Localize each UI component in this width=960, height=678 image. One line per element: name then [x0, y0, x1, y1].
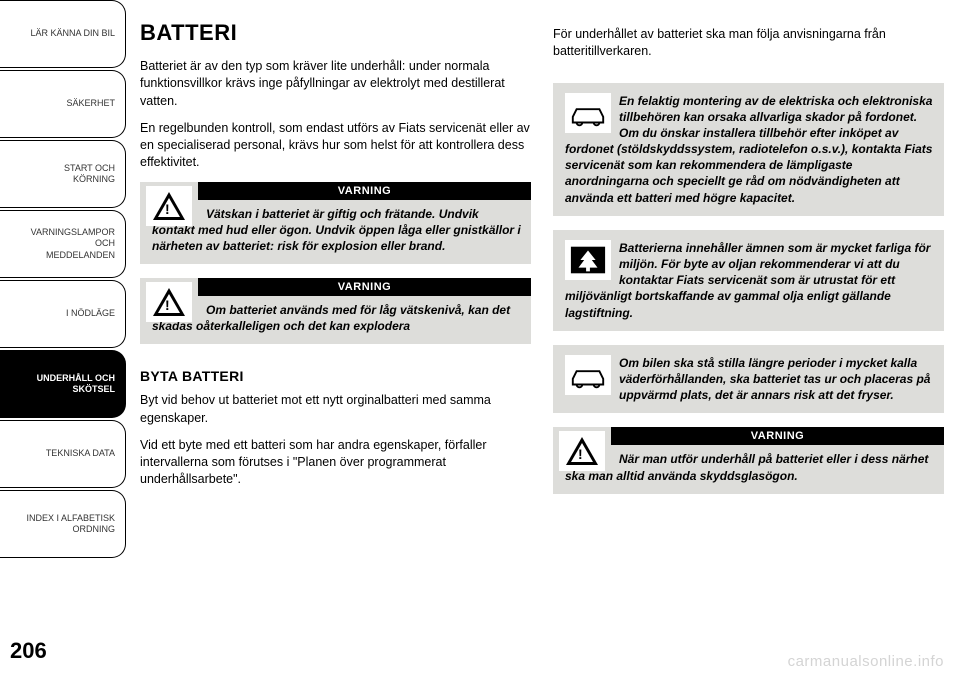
tab-label: SÄKERHET	[66, 98, 115, 109]
page-number: 206	[10, 638, 47, 664]
warning-box: ! VARNING Om batteriet används med för l…	[140, 278, 531, 344]
tab-label: VARNINGSLAMPOROCHMEDDELANDEN	[31, 227, 115, 261]
tab-lar-kanna[interactable]: LÄR KÄNNA DIN BIL	[0, 0, 126, 68]
right-column: För underhållet av batteriet ska man föl…	[553, 20, 944, 664]
warning-header: VARNING	[611, 427, 944, 445]
page-content: BATTERI Batteriet är av den typ som kräv…	[140, 20, 944, 664]
warning-text: Vätskan i batteriet är giftig och frätan…	[140, 200, 531, 255]
paragraph: En regelbunden kontroll, som endast utfö…	[140, 120, 531, 172]
tab-start[interactable]: START OCHKÖRNING	[0, 140, 126, 208]
tab-underhall[interactable]: UNDERHÅLL OCHSKÖTSEL	[0, 350, 126, 418]
warning-box: ! VARNING Vätskan i batteriet är giftig …	[140, 182, 531, 265]
tab-varningslampor[interactable]: VARNINGSLAMPOROCHMEDDELANDEN	[0, 210, 126, 278]
paragraph: Byt vid behov ut batteriet mot ett nytt …	[140, 392, 531, 427]
info-text: Om bilen ska stå stilla längre perioder …	[565, 355, 934, 404]
sidebar-nav: LÄR KÄNNA DIN BIL SÄKERHET START OCHKÖRN…	[0, 0, 130, 678]
tab-label: TEKNISKA DATA	[46, 448, 115, 459]
tree-icon	[565, 240, 611, 280]
warning-header: VARNING	[198, 278, 531, 296]
watermark: carmanualsonline.info	[788, 653, 944, 670]
warning-box: ! VARNING När man utför underhåll på bat…	[553, 427, 944, 493]
info-box: Om bilen ska stå stilla längre perioder …	[553, 345, 944, 414]
info-text: Batterierna innehåller ämnen som är myck…	[565, 240, 934, 321]
car-icon	[565, 93, 611, 133]
warning-text: När man utför underhåll på batteriet ell…	[553, 445, 944, 483]
warning-triangle-icon: !	[559, 431, 605, 471]
paragraph: Vid ett byte med ett batteri som har and…	[140, 437, 531, 489]
paragraph: För underhållet av batteriet ska man föl…	[553, 26, 944, 61]
tab-nodlage[interactable]: I NÖDLÄGE	[0, 280, 126, 348]
tab-label: START OCHKÖRNING	[64, 163, 115, 186]
warning-header: VARNING	[198, 182, 531, 200]
tab-tekniska[interactable]: TEKNISKA DATA	[0, 420, 126, 488]
info-box: Batterierna innehåller ämnen som är myck…	[553, 230, 944, 331]
tab-index[interactable]: INDEX I ALFABETISKORDNING	[0, 490, 126, 558]
warning-triangle-icon: !	[146, 186, 192, 226]
info-text: En felaktig montering av de elektriska o…	[565, 93, 934, 206]
paragraph: Batteriet är av den typ som kräver lite …	[140, 58, 531, 110]
section-heading: BATTERI	[140, 20, 531, 46]
tab-label: INDEX I ALFABETISKORDNING	[26, 513, 115, 536]
tab-label: UNDERHÅLL OCHSKÖTSEL	[37, 373, 115, 396]
info-box: En felaktig montering av de elektriska o…	[553, 83, 944, 216]
left-column: BATTERI Batteriet är av den typ som kräv…	[140, 20, 531, 664]
tab-label: LÄR KÄNNA DIN BIL	[30, 28, 115, 39]
car-icon	[565, 355, 611, 395]
warning-text: Om batteriet används med för låg vätsken…	[140, 296, 531, 334]
tab-label: I NÖDLÄGE	[66, 308, 115, 319]
subsection-heading: BYTA BATTERI	[140, 368, 531, 384]
tab-sakerhet[interactable]: SÄKERHET	[0, 70, 126, 138]
warning-triangle-icon: !	[146, 282, 192, 322]
